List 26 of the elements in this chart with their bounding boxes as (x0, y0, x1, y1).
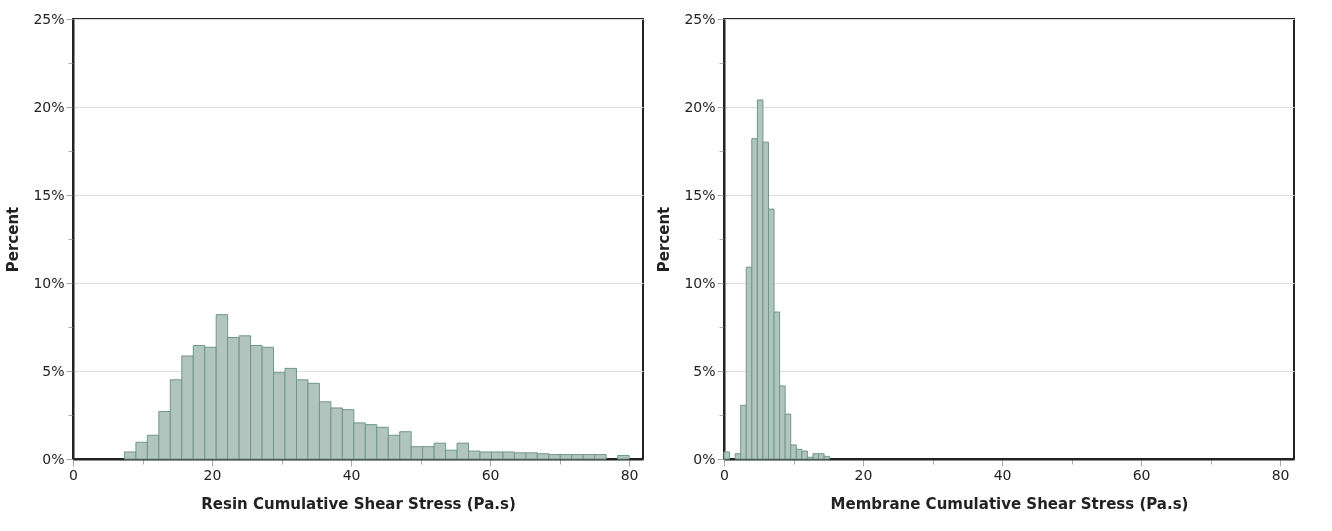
y-axis-title: Percent (655, 206, 674, 273)
x-axis-title: Resin Cumulative Shear Stress (Pa.s) (201, 494, 516, 513)
x-tick-label: 60 (481, 466, 500, 483)
y-tick-label: 25% (684, 10, 716, 27)
y-tick-label: 10% (684, 274, 716, 291)
y-tick-label: 0% (693, 450, 716, 467)
x-tick-label: 40 (993, 466, 1012, 483)
y-tick-label: 20% (33, 98, 65, 115)
y-tick-label: 0% (42, 450, 65, 467)
x-tick-label: 80 (620, 466, 639, 483)
x-tick-label: 20 (203, 466, 222, 483)
x-tick-label: 40 (342, 466, 361, 483)
x-tick-label: 0 (69, 466, 78, 483)
y-tick-label: 25% (33, 10, 65, 27)
y-tick-label: 5% (693, 362, 716, 379)
x-tick-label: 80 (1271, 466, 1290, 483)
y-axis-title: Percent (4, 206, 23, 273)
y-tick-label: 15% (33, 186, 65, 203)
y-tick-label: 10% (33, 274, 65, 291)
x-axis-title: Membrane Cumulative Shear Stress (Pa.s) (830, 494, 1189, 513)
y-tick-label: 20% (684, 98, 716, 115)
x-tick-label: 20 (854, 466, 873, 483)
y-tick-label: 5% (42, 362, 65, 379)
y-tick-label: 15% (684, 186, 716, 203)
x-tick-label: 60 (1132, 466, 1151, 483)
x-tick-label: 0 (720, 466, 729, 483)
